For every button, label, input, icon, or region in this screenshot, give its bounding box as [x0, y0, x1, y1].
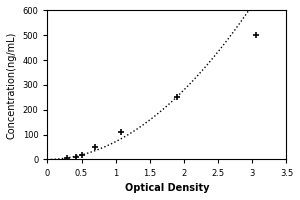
X-axis label: Optical Density: Optical Density	[125, 183, 209, 193]
Y-axis label: Concentration(ng/mL): Concentration(ng/mL)	[7, 31, 17, 139]
